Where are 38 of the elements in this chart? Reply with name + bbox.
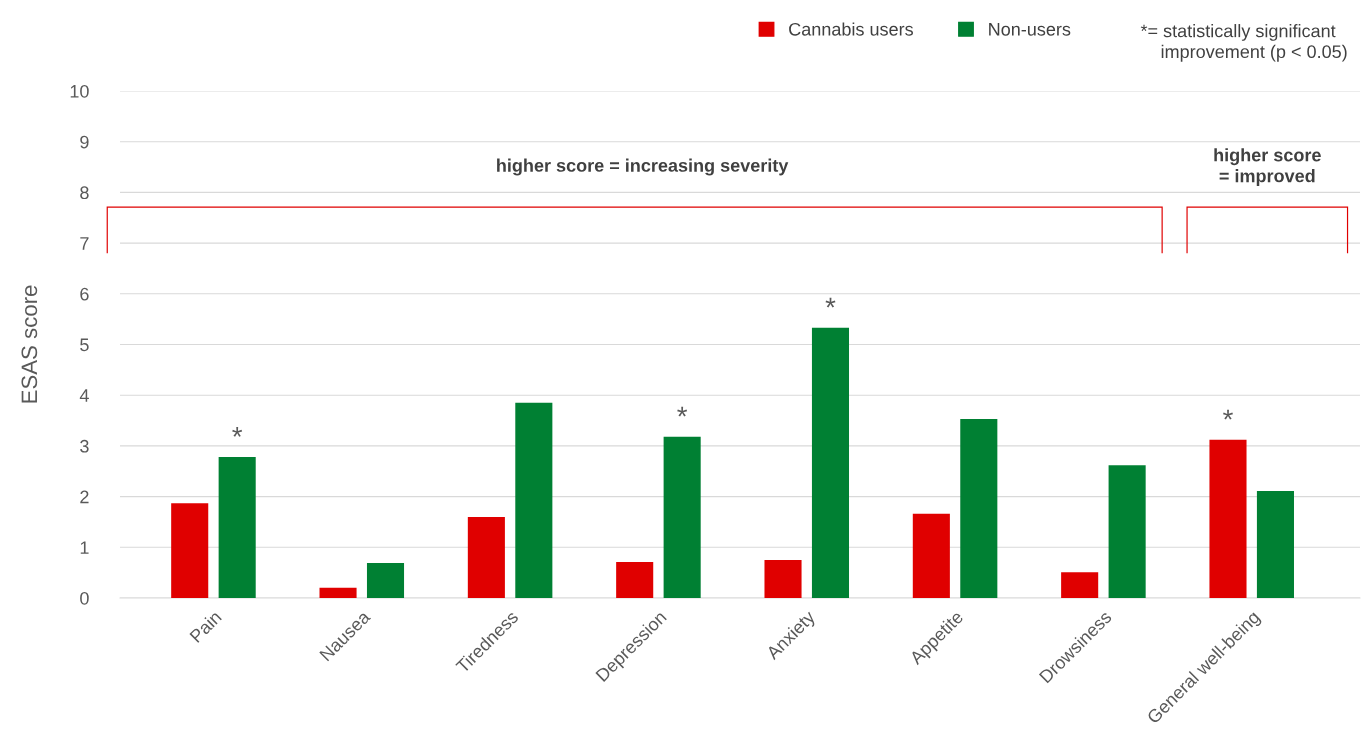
annotation: *	[1223, 409, 1233, 420]
bar	[467, 516, 505, 598]
annotation: *	[232, 427, 243, 437]
y-tick-label: 2	[80, 490, 89, 504]
x-tick-label: Pain	[188, 609, 222, 643]
annotation: higher score = increasing severity	[497, 158, 789, 176]
legend-label: Non-users	[989, 23, 1071, 36]
annotation: higher score = improved	[1214, 148, 1321, 186]
y-tick-label: 4	[79, 389, 89, 402]
y-tick-label: 9	[80, 135, 89, 149]
bar	[1256, 491, 1294, 598]
bar	[663, 436, 701, 598]
y-tick-label: 6	[80, 287, 89, 301]
annotation: *	[677, 406, 688, 417]
bar	[218, 457, 256, 598]
y-tick-label: 5	[80, 338, 89, 352]
bar	[616, 562, 654, 598]
bar	[515, 402, 553, 598]
legend-label: Cannabis users	[789, 22, 913, 36]
y-tick-label: 7	[80, 237, 89, 250]
bar	[912, 513, 950, 598]
text: *= statistically significant improvement (p < 0.05)	[1140, 24, 1347, 62]
bar	[366, 563, 405, 598]
annotation: *	[825, 297, 836, 308]
y-tick-label: 0	[80, 591, 89, 605]
y-axis-title: ESAS score	[21, 285, 38, 403]
y-tick-label: 3	[80, 439, 89, 453]
bar	[811, 327, 850, 598]
bar	[1209, 439, 1247, 598]
bar	[764, 559, 802, 598]
bar	[171, 503, 209, 598]
bar	[1108, 465, 1146, 598]
y-tick-label: 8	[80, 186, 89, 200]
y-tick-label: 10	[70, 84, 89, 98]
bar	[960, 419, 998, 598]
y-tick-label: 1	[80, 541, 89, 554]
bar	[1061, 572, 1099, 598]
bar	[319, 587, 357, 598]
